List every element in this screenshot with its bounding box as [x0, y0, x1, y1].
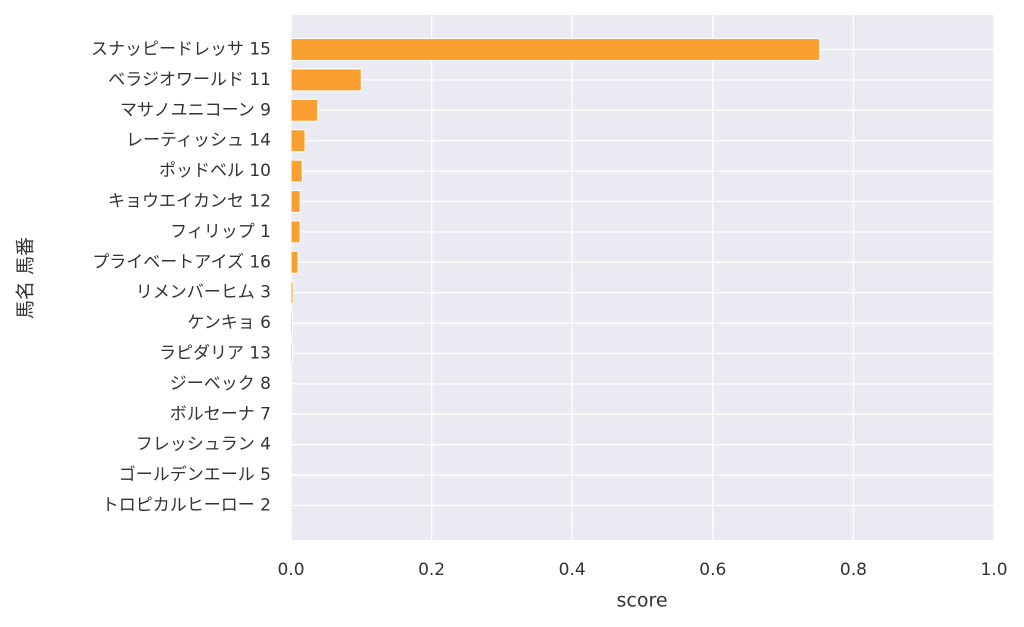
bar: [290, 220, 301, 244]
y-tick-label: レーティッシュ 14: [126, 131, 271, 151]
y-tick-label: リメンバーヒム 3: [136, 283, 271, 303]
x-tick-label: 0.0: [277, 560, 304, 580]
x-tick-label: 0.2: [418, 560, 445, 580]
y-tick-label: ジーベック 8: [170, 374, 271, 394]
y-tick-label: キョウエイカンセ 12: [108, 192, 271, 212]
plot-area: [291, 15, 994, 540]
bar: [290, 190, 301, 213]
bar: [290, 129, 306, 153]
y-tick-label: フィリップ 1: [170, 222, 271, 242]
x-tick-label: 1.0: [980, 560, 1007, 580]
bar: [290, 38, 821, 61]
y-tick-label: マサノユニコーン 9: [120, 100, 271, 120]
bar: [290, 68, 362, 92]
bar: [290, 281, 294, 305]
bar: [290, 250, 299, 274]
y-axis-label: 馬名 馬番: [15, 237, 37, 319]
y-tick-label: ポッドベル 10: [159, 161, 271, 181]
x-tick-label: 0.6: [699, 560, 726, 580]
bar: [290, 98, 319, 122]
y-tick-label: ラピダリア 13: [159, 344, 271, 364]
y-tick-label: トロピカルヒーロー 2: [102, 496, 271, 516]
bar: [290, 372, 293, 396]
x-tick-label: 0.8: [840, 560, 867, 580]
y-tick-label: フレッシュラン 4: [136, 435, 271, 455]
y-tick-label: ボルセーナ 7: [170, 404, 271, 424]
bar: [290, 311, 293, 335]
y-tick-label: ケンキョ 6: [187, 313, 271, 333]
y-tick-label: ゴールデンエール 5: [119, 464, 271, 485]
bar: [290, 342, 293, 365]
y-tick-label: ベラジオワールド 11: [108, 70, 271, 90]
x-tick-label: 0.4: [559, 560, 586, 580]
x-axis-label: score: [616, 590, 667, 612]
bar: [290, 159, 303, 183]
y-tick-label: プライベートアイズ 16: [92, 252, 271, 272]
y-tick-label: スナッピードレッサ 15: [91, 40, 271, 60]
